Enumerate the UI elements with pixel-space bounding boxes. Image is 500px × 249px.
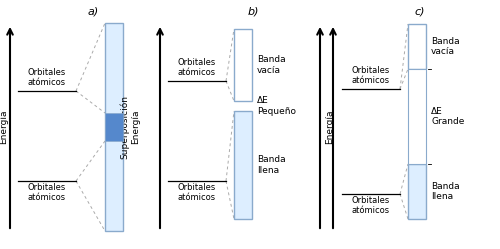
Bar: [408, 24, 426, 69]
Bar: [234, 29, 252, 101]
Text: Orbitales
atómicos: Orbitales atómicos: [178, 58, 216, 77]
Text: ΔE
Pequeño: ΔE Pequeño: [257, 96, 296, 116]
Text: a): a): [88, 6, 99, 16]
Text: Orbitales
atómicos: Orbitales atómicos: [28, 67, 66, 87]
Bar: [408, 164, 426, 219]
Text: Banda
llena: Banda llena: [257, 155, 286, 175]
Text: Energía: Energía: [0, 110, 8, 144]
Text: Orbitales
atómicos: Orbitales atómicos: [352, 65, 390, 85]
Text: Orbitales
atómicos: Orbitales atómicos: [352, 196, 390, 215]
Text: Superposición
Energía: Superposición Energía: [120, 95, 140, 159]
Text: Energía: Energía: [325, 110, 334, 144]
Bar: [408, 69, 426, 164]
Text: b): b): [247, 6, 259, 16]
Bar: [105, 113, 123, 141]
Text: ΔE
Grande: ΔE Grande: [431, 107, 464, 126]
Bar: [105, 23, 123, 231]
Text: Banda
llena: Banda llena: [431, 182, 460, 201]
Bar: [234, 111, 252, 219]
Text: Banda
vacía: Banda vacía: [257, 55, 286, 75]
Text: Orbitales
atómicos: Orbitales atómicos: [178, 183, 216, 202]
Text: c): c): [415, 6, 425, 16]
Text: Banda
vacía: Banda vacía: [431, 37, 460, 56]
Text: Orbitales
atómicos: Orbitales atómicos: [28, 183, 66, 202]
